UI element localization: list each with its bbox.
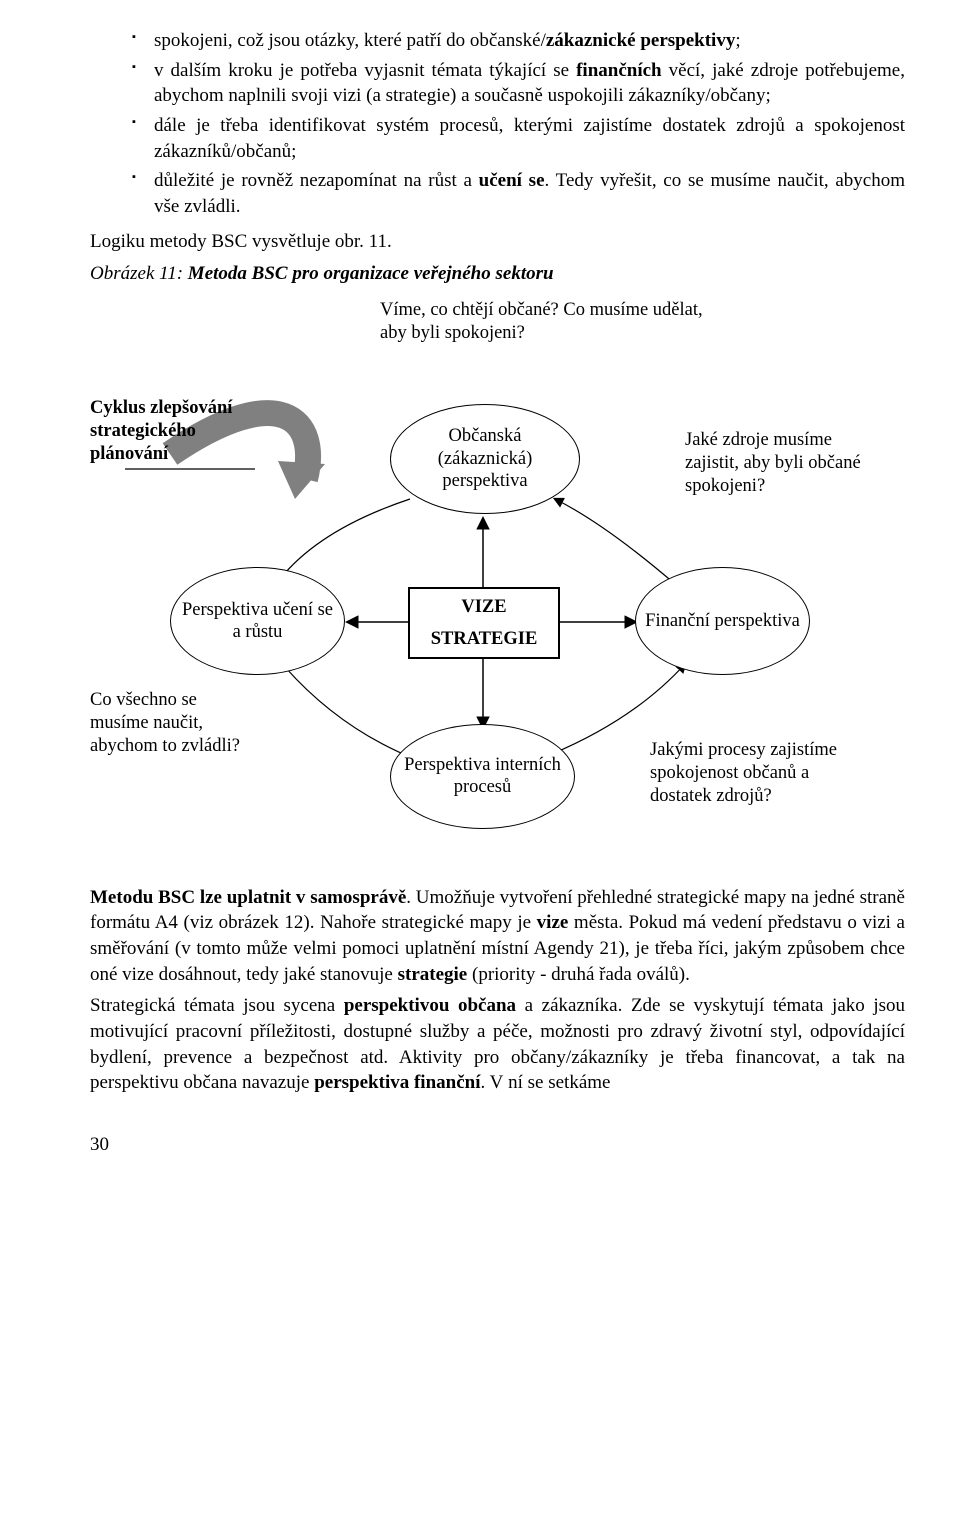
caption-prefix: Obrázek 11: [90,263,188,284]
diagram-label-process-question: Jakými procesy zajistíme spokojenost obč… [650,739,905,808]
text: . V ní se setkáme [481,1072,611,1093]
text-bold: perspektiva finanční [314,1072,480,1093]
bsc-diagram: Víme, co chtějí občané? Co musíme udělat… [90,299,905,859]
text: v dalším kroku je potřeba vyjasnit témat… [154,60,576,81]
caption-title: Metoda BSC pro organizace veřejného sekt… [188,263,554,284]
bullet-item: v dalším kroku je potřeba vyjasnit témat… [132,58,905,109]
text: dále je třeba identifikovat systém proce… [154,115,905,162]
text: ; [735,30,740,51]
paragraph: Logiku metody BSC vysvětluje obr. 11. [90,229,905,255]
text: musíme naučit, [90,713,203,733]
text: (priority - druhá řada oválů). [467,964,690,985]
text-bold: vize [537,912,569,933]
text-bold: zákaznické perspektivy [546,30,735,51]
text: Strategická témata jsou sycena [90,995,344,1016]
node-learning-perspective: Perspektiva učení se a růstu [170,567,345,675]
text: STRATEGIE [431,627,538,651]
text: strategického [90,421,196,441]
text: dostatek zdrojů? [650,786,772,806]
text: spokojeni? [685,476,765,496]
node-vision-strategy: VIZE STRATEGIE [408,587,560,659]
text: Cyklus zlepšování [90,398,232,418]
text: Co všechno se [90,690,197,710]
diagram-label-top-question: Víme, co chtějí občané? Co musíme udělat… [380,299,710,345]
diagram-label-resources: Jaké zdroje musíme zajistit, aby byli ob… [685,429,915,498]
text: plánování [90,444,168,464]
bullet-list: spokojeni, což jsou otázky, které patří … [132,28,905,219]
text: důležité je rovněž nezapomínat na růst a [154,170,479,191]
node-process-perspective: Perspektiva interních procesů [390,724,575,829]
text-bold: strategie [398,964,468,985]
text: abychom to zvládli? [90,736,240,756]
text-bold: finančních [576,60,662,81]
node-civic-perspective: Občanská (zákaznická) perspektiva [390,404,580,514]
text: Jakými procesy zajistíme [650,740,837,760]
paragraph: Strategická témata jsou sycena perspekti… [90,993,905,1096]
text: spokojeni, což jsou otázky, které patří … [154,30,546,51]
bullet-item: spokojeni, což jsou otázky, které patří … [132,28,905,54]
node-financial-perspective: Finanční perspektiva [635,567,810,675]
text: spokojenost občanů a [650,763,809,783]
bullet-item: důležité je rovněž nezapomínat na růst a… [132,168,905,219]
text: zajistit, aby byli občané [685,453,861,473]
diagram-label-learn-question: Co všechno se musíme naučit, abychom to … [90,689,285,758]
page-number: 30 [90,1132,905,1158]
text-bold: perspektivou občana [344,995,516,1016]
text: VIZE [461,595,506,619]
text-bold: učení se [479,170,545,191]
text-bold: Metodu BSC lze uplatnit v samosprávě [90,887,406,908]
figure-caption: Obrázek 11: Metoda BSC pro organizace ve… [90,261,905,287]
bullet-item: dále je třeba identifikovat systém proce… [132,113,905,164]
diagram-label-cycle: Cyklus zlepšování strategického plánován… [90,397,290,466]
paragraph: Metodu BSC lze uplatnit v samosprávě. Um… [90,885,905,988]
text: Jaké zdroje musíme [685,430,832,450]
